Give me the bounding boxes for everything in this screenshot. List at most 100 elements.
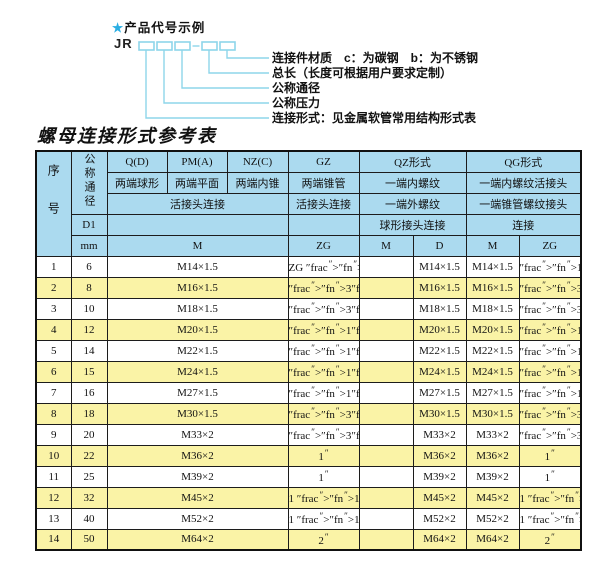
cell-zg: ″frac″>″fn″>1″fd″>2″ — [287, 360, 360, 383]
cell-qz-d: M27×1.5 — [412, 381, 467, 404]
cell-qz-d: M24×1.5 — [412, 360, 467, 383]
cell-qz-d: M16×1.5 — [412, 276, 467, 299]
cell-seq: 1 — [35, 255, 72, 278]
header-nz-desc: 两端内锥 — [226, 171, 289, 194]
cell-qg-zg: ″frac″>″fn″>1″fd″>2″ — [518, 318, 582, 341]
header-qg-desc2: 一端锥管螺纹接头 — [465, 192, 582, 215]
cell-qg-m: M20×1.5 — [465, 318, 520, 341]
cell-zg: ″frac″>″fn″>3″fd″>8″ — [287, 297, 360, 320]
cell-qg-zg: ″frac″>″fn″>1″fd″>2″ — [518, 339, 582, 362]
cell-m: M36×2 — [106, 444, 289, 467]
header-qg-desc1: 一端内螺纹活接头 — [465, 171, 582, 194]
header-row-1: 序号 公称通径 Q(D) PM(A) NZ(C) GZ QZ形式 QG形式 — [35, 150, 582, 257]
header-blank-2 — [287, 213, 360, 236]
code-box-2 — [156, 41, 173, 51]
cell-seq: 5 — [35, 339, 72, 362]
cell-qz-m — [358, 339, 414, 362]
leader-line-pressure — [163, 50, 269, 104]
cell-dn: 20 — [70, 423, 108, 446]
cell-zg: 1″ — [287, 444, 360, 467]
cell-seq: 8 — [35, 402, 72, 425]
cell-dn: 18 — [70, 402, 108, 425]
cell-dn: 14 — [70, 339, 108, 362]
cell-zg: ″frac″>″fn″>3″fd″>8″ — [287, 276, 360, 299]
product-code-diagram: ★产品代号示例 JR 连接件材质 c：为碳钢 b：为不锈钢 总长（长度可根据用户… — [0, 0, 600, 146]
cell-seq: 9 — [35, 423, 72, 446]
header-qg-m: M — [465, 234, 520, 257]
header-col-nz: NZ(C) — [226, 150, 289, 173]
cell-qg-zg: ″frac″>″fn″>1″fd″>2″ — [518, 360, 582, 383]
header-m-main: M — [106, 234, 289, 257]
cell-qg-m: M52×2 — [465, 507, 520, 530]
header-row-2: 两端球形 两端平面 两端内锥 两端锥管 一端内螺纹 一端内螺纹活接头 — [36, 171, 582, 194]
cell-qz-m — [358, 360, 414, 383]
cell-zg: ″frac″>″fn″>3″fd″>4″ — [287, 402, 360, 425]
cell-zg: 1″ — [287, 465, 360, 488]
header-row-4: D1 球形接头连接 连接 — [36, 213, 582, 236]
leader-line-length — [208, 50, 269, 74]
table-row: 28M16×1.5″frac″>″fn″>3″fd″>8″M16×1.5M16×… — [35, 276, 582, 299]
cell-dn: 22 — [70, 444, 108, 467]
cell-qg-m: M39×2 — [465, 465, 520, 488]
diagram-title: ★产品代号示例 — [112, 17, 205, 36]
header-gz-conn: 活接头连接 — [287, 192, 360, 215]
table-row: 920M33×2″frac″>″fn″>3″fd″>4″M33×2M33×2″f… — [35, 423, 582, 446]
cell-zg: ″frac″>″fn″>3″fd″>4″ — [287, 423, 360, 446]
leader-line-diameter — [181, 50, 269, 89]
cell-zg: ″frac″>″fn″>1″fd″>2″ — [287, 339, 360, 362]
reference-table-wrap: 序号 公称通径 Q(D) PM(A) NZ(C) GZ QZ形式 QG形式 两端… — [35, 150, 583, 551]
cell-seq: 13 — [35, 507, 72, 530]
cell-dn: 50 — [70, 528, 108, 551]
cell-qg-zg: ″frac″>″fn″>3″fd″>4″ — [518, 423, 582, 446]
cell-seq: 3 — [35, 297, 72, 320]
star-icon: ★ — [112, 21, 124, 35]
header-col-qz: QZ形式 — [358, 150, 467, 173]
table-row: 514M22×1.5″frac″>″fn″>1″fd″>2″M22×1.5M22… — [35, 339, 582, 362]
cell-qg-zg: ″frac″>″fn″>1″fd″>2″ — [518, 381, 582, 404]
cell-qg-m: M24×1.5 — [465, 360, 520, 383]
cell-seq: 11 — [35, 465, 72, 488]
cell-qg-zg: ″frac″>″fn″>1″fd″>4″ — [518, 255, 582, 278]
cell-qz-m — [358, 486, 414, 509]
cell-qg-m: M14×1.5 — [465, 255, 520, 278]
cell-seq: 4 — [35, 318, 72, 341]
cell-qz-d: M52×2 — [412, 507, 467, 530]
cell-qg-zg: 1 ″frac″>″fn″>1″fd″>4″ — [518, 486, 582, 509]
cell-m: M18×1.5 — [106, 297, 289, 320]
cell-qg-zg: 1″ — [518, 465, 582, 488]
cell-dn: 25 — [70, 465, 108, 488]
cell-zg: ″frac″>″fn″>1″fd″>2″ — [287, 381, 360, 404]
header-seq-text: 序号 — [46, 164, 61, 241]
cell-m: M30×1.5 — [106, 402, 289, 425]
cell-m: M14×1.5 — [106, 255, 289, 278]
cell-seq: 10 — [35, 444, 72, 467]
cell-seq: 6 — [35, 360, 72, 383]
code-diagram-graphic — [138, 41, 269, 119]
code-box-4 — [201, 41, 218, 51]
table-head: 序号 公称通径 Q(D) PM(A) NZ(C) GZ QZ形式 QG形式 两端… — [35, 150, 582, 257]
cell-m: M20×1.5 — [106, 318, 289, 341]
cell-zg: 2″ — [287, 528, 360, 551]
cell-m: M64×2 — [106, 528, 289, 551]
table-row: 716M27×1.5″frac″>″fn″>1″fd″>2″M27×1.5M27… — [35, 381, 582, 404]
label-conn-form: 连接形式：见金属软管常用结构形式表 — [272, 111, 477, 125]
header-q-desc: 两端球形 — [106, 171, 168, 194]
cell-zg: ZG ″frac″>″fn″>1″fd″>4″ — [287, 255, 360, 278]
cell-zg: ″frac″>″fn″>1″fd″>2″ — [287, 318, 360, 341]
header-blank-1 — [106, 213, 289, 236]
cell-zg: 1 ″frac″>″fn″>1″fd″>2″ — [287, 507, 360, 530]
header-dn-text: 公称通径 — [83, 153, 95, 210]
header-col-pm: PM(A) — [166, 150, 228, 173]
cell-qz-m — [358, 528, 414, 551]
cell-qg-m: M22×1.5 — [465, 339, 520, 362]
cell-m: M16×1.5 — [106, 276, 289, 299]
label-length: 总长（长度可根据用户要求定制） — [272, 66, 453, 80]
label-pressure: 公称压力 — [272, 96, 321, 110]
cell-m: M24×1.5 — [106, 360, 289, 383]
cell-m: M52×2 — [106, 507, 289, 530]
cell-dn: 15 — [70, 360, 108, 383]
cell-qg-m: M30×1.5 — [465, 402, 520, 425]
cell-qz-d: M45×2 — [412, 486, 467, 509]
